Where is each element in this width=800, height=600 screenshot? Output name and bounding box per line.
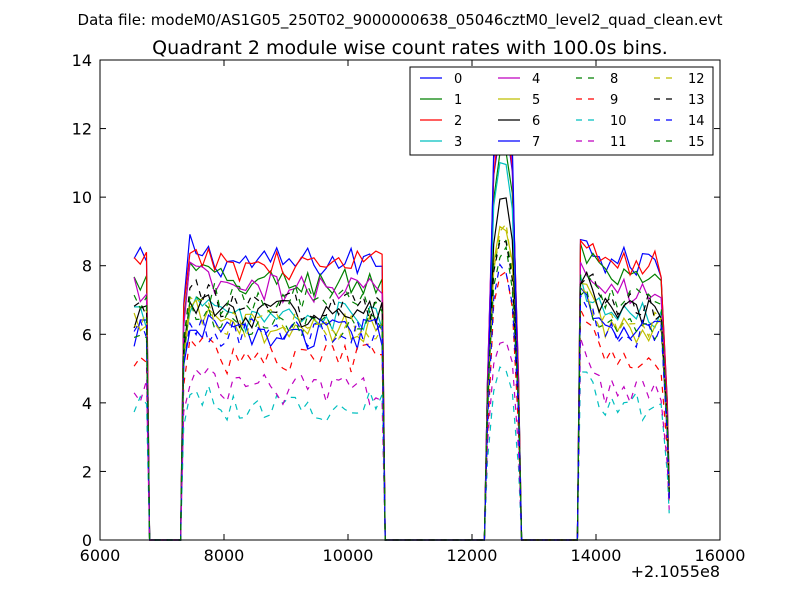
series-line-10 bbox=[133, 366, 670, 541]
series-line-1 bbox=[133, 151, 670, 541]
series-line-13 bbox=[133, 240, 670, 541]
series-line-4 bbox=[133, 113, 670, 541]
y-tick-label: 10 bbox=[72, 188, 92, 207]
y-tick-label: 14 bbox=[72, 51, 92, 70]
legend-label-15: 15 bbox=[688, 135, 705, 150]
series-line-3 bbox=[134, 161, 670, 541]
x-tick-label: 12000 bbox=[447, 546, 498, 565]
x-tick-label: 14000 bbox=[571, 546, 622, 565]
chart-title: Quadrant 2 module wise count rates with … bbox=[152, 37, 668, 59]
series-line-0 bbox=[133, 122, 670, 541]
series-line-2 bbox=[133, 117, 670, 541]
y-tick-label: 0 bbox=[82, 531, 92, 550]
x-offset-label: +2.1055e8 bbox=[631, 562, 720, 581]
legend-label-10: 10 bbox=[610, 114, 627, 129]
legend-label-14: 14 bbox=[688, 114, 705, 129]
figure-suptitle: Data file: modeM0/AS1G05_250T02_90000006… bbox=[78, 11, 723, 30]
y-tick-label: 12 bbox=[72, 120, 92, 139]
x-tick-label: 10000 bbox=[323, 546, 374, 565]
plot-lines bbox=[133, 85, 670, 541]
legend-label-5: 5 bbox=[532, 93, 540, 108]
series-line-6 bbox=[133, 197, 670, 541]
y-tick-label: 6 bbox=[82, 325, 92, 344]
legend-label-13: 13 bbox=[688, 93, 705, 108]
series-line-7 bbox=[133, 85, 670, 541]
legend-box bbox=[409, 66, 714, 156]
legend-label-12: 12 bbox=[688, 72, 705, 87]
y-tick-label: 2 bbox=[82, 462, 92, 481]
series-line-12 bbox=[133, 222, 670, 541]
x-tick-label: 8000 bbox=[204, 546, 245, 565]
series-line-15 bbox=[133, 245, 670, 541]
y-tick-label: 4 bbox=[82, 394, 92, 413]
series-line-8 bbox=[133, 238, 670, 541]
legend-label-11: 11 bbox=[610, 135, 627, 150]
y-tick-label: 8 bbox=[82, 257, 92, 276]
series-line-9 bbox=[133, 270, 670, 541]
plot-frame bbox=[99, 59, 721, 541]
legend-label-0: 0 bbox=[454, 72, 462, 87]
x-tick-label: 16000 bbox=[695, 546, 746, 565]
legend-label-9: 9 bbox=[610, 93, 618, 108]
legend-label-8: 8 bbox=[610, 72, 618, 87]
legend-label-3: 3 bbox=[454, 135, 462, 150]
x-axis: 6000 8000 10000 12000 14000 16000 bbox=[80, 60, 746, 565]
legend-label-4: 4 bbox=[532, 72, 540, 87]
legend-label-6: 6 bbox=[532, 114, 540, 129]
series-line-5 bbox=[133, 225, 670, 541]
legend-label-7: 7 bbox=[532, 135, 540, 150]
legend-label-2: 2 bbox=[454, 114, 462, 129]
legend-label-1: 1 bbox=[454, 93, 462, 108]
x-tick-label: 6000 bbox=[80, 546, 121, 565]
series-line-11 bbox=[133, 337, 670, 541]
